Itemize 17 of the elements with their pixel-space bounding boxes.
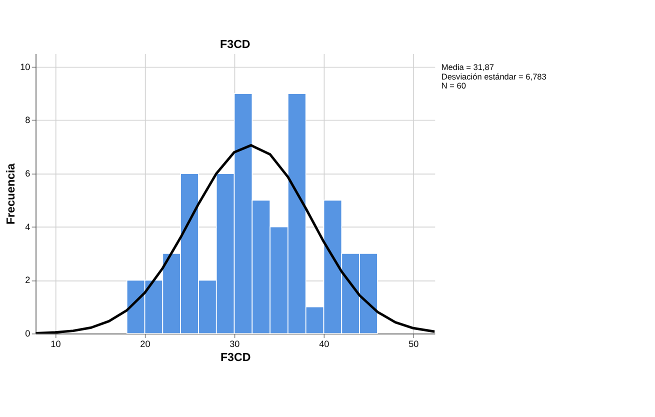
y-tick-label: 4 xyxy=(25,222,30,232)
y-tick-label: 2 xyxy=(25,275,30,286)
x-axis-title: F3CD xyxy=(220,352,251,364)
text: Media = 31,87 xyxy=(441,63,494,72)
chart-title: F3CD xyxy=(220,38,250,51)
text: Desviación estándar = 6,783 xyxy=(441,72,547,82)
x-tick-label: 20 xyxy=(140,339,150,350)
y-tick-label: 6 xyxy=(25,168,30,178)
x-tick-label: 10 xyxy=(50,339,61,350)
y-tick-label: 8 xyxy=(25,115,30,126)
x-tick-label: 40 xyxy=(319,339,330,350)
x-tick-label: 30 xyxy=(230,339,240,350)
y-tick-label: 10 xyxy=(20,62,30,72)
x-tick-label: 50 xyxy=(408,339,419,350)
y-tick-label: 0 xyxy=(25,328,30,338)
y-axis-title: Frecuencia xyxy=(5,162,18,225)
text: N = 60 xyxy=(441,81,466,90)
